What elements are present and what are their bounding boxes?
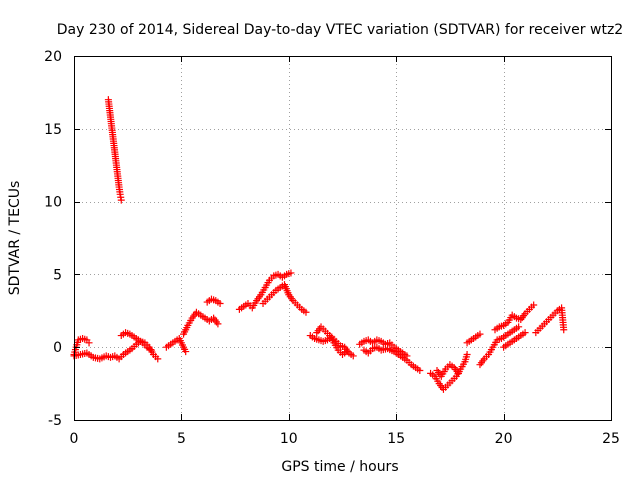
y-tick-label: 0 <box>53 340 62 356</box>
data-point <box>147 346 155 354</box>
x-tick-label: 25 <box>602 431 620 447</box>
data-point <box>302 308 310 316</box>
x-tick-label: 10 <box>280 431 298 447</box>
data-point <box>560 326 568 334</box>
y-tick-label: -5 <box>48 413 62 429</box>
data-point <box>463 350 471 358</box>
data-point <box>521 329 529 337</box>
data-point <box>515 323 523 331</box>
data-markers <box>70 96 568 393</box>
data-point <box>454 369 462 377</box>
x-tick-label: 0 <box>70 431 79 447</box>
data-point <box>216 300 224 308</box>
x-axis-label: GPS time / hours <box>281 459 398 475</box>
data-point <box>214 320 222 328</box>
data-point <box>85 339 93 347</box>
y-tick-label: 15 <box>44 122 62 138</box>
data-point <box>117 196 125 204</box>
y-tick-label: 20 <box>44 49 62 65</box>
grid <box>74 56 611 420</box>
y-tick-label: 5 <box>53 267 62 283</box>
data-point <box>349 352 357 360</box>
y-axis-label: SDTVAR / TECUs <box>7 181 23 296</box>
data-point <box>416 366 424 374</box>
data-point <box>287 269 295 277</box>
x-tick-label: 5 <box>177 431 186 447</box>
data-point <box>530 301 538 309</box>
data-point <box>182 348 190 356</box>
data-point <box>476 330 484 338</box>
y-tick-label: 10 <box>44 195 62 211</box>
axis-ticks: 0 5 10 15 20 25 -5 0 5 10 15 20 <box>44 49 620 447</box>
data-point <box>154 355 162 363</box>
chart-title: Day 230 of 2014, Sidereal Day-to-day VTE… <box>57 22 623 38</box>
x-tick-label: 15 <box>387 431 405 447</box>
x-tick-label: 20 <box>495 431 513 447</box>
plot-frame <box>74 56 612 421</box>
